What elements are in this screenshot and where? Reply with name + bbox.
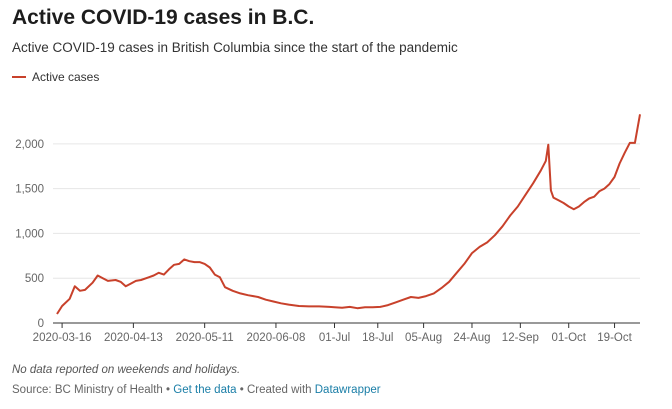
gridlines	[53, 143, 640, 324]
x-tick-label: 2020-03-16	[33, 332, 92, 344]
separator: •	[236, 384, 247, 396]
source-text: Source: BC Ministry of Health	[12, 384, 163, 396]
x-tick-label: 18-Jul	[362, 332, 393, 344]
y-tick-label: 2,000	[15, 139, 44, 151]
chart-footer: Source: BC Ministry of Health • Get the …	[12, 384, 381, 396]
x-tick-label: 24-Aug	[453, 332, 490, 344]
y-tick-label: 1,500	[15, 184, 44, 196]
separator: •	[162, 384, 174, 396]
x-tick-label: 2020-06-08	[247, 332, 306, 344]
get-data-link[interactable]: Get the data	[173, 384, 237, 396]
x-tick-label: 12-Sep	[502, 332, 539, 344]
chart-note: No data reported on weekends and holiday…	[12, 364, 241, 376]
x-tick-label: 05-Aug	[405, 332, 442, 344]
line-chart: 0 500 1,000 1,500 2,000 2020-03-16 2020-04-13…	[15, 114, 641, 344]
created-with-text: Created with	[246, 384, 312, 396]
y-tick-label: 0	[38, 318, 44, 330]
x-tick-label: 01-Jul	[319, 332, 350, 344]
legend-swatch	[12, 76, 26, 78]
legend: Active cases	[12, 70, 99, 84]
y-tick-label: 500	[25, 273, 44, 285]
datawrapper-link[interactable]: Datawrapper	[314, 384, 381, 396]
x-tick-label: 19-Oct	[597, 332, 632, 344]
chart-subtitle: Active COVID-19 cases in British Columbi…	[12, 40, 458, 55]
x-tick-label: 2020-04-13	[104, 332, 163, 344]
y-tick-label: 1,000	[15, 228, 44, 240]
chart-title: Active COVID-19 cases in B.C.	[12, 6, 315, 29]
series-line-active-cases	[56, 114, 641, 315]
x-tick-label: 01-Oct	[551, 332, 586, 344]
x-tick-label: 2020-05-11	[176, 332, 234, 344]
x-axis: 2020-03-16 2020-04-13 2020-05-11 2020-06-08…	[33, 323, 633, 344]
legend-label: Active cases	[32, 70, 100, 84]
y-axis: 0 500 1,000 1,500 2,000	[15, 139, 44, 330]
